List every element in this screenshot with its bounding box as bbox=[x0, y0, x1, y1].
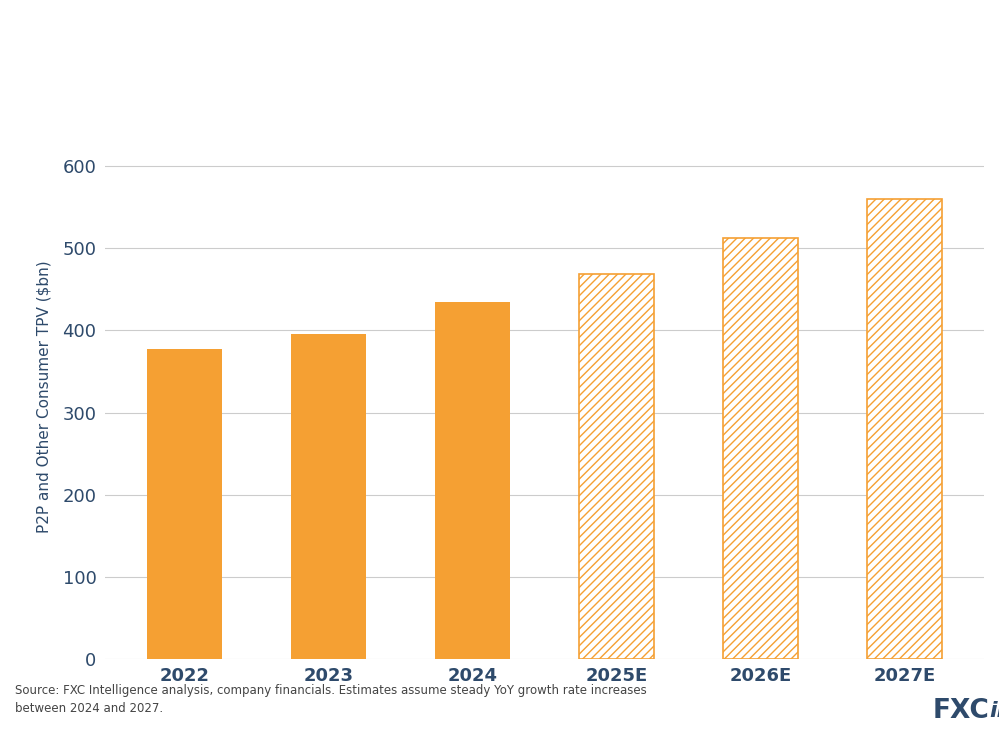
Text: FXC: FXC bbox=[932, 698, 989, 724]
Text: Source: FXC Intelligence analysis, company financials. Estimates assume steady Y: Source: FXC Intelligence analysis, compa… bbox=[15, 685, 646, 715]
Bar bbox=[291, 334, 366, 659]
Text: PayPal targets 10% YoY P2P payments TPV growth by 2027: PayPal targets 10% YoY P2P payments TPV … bbox=[15, 25, 988, 52]
Bar bbox=[435, 302, 509, 659]
Bar bbox=[723, 237, 798, 659]
Text: Yearly PayPal P2P & Other Consumer total payment volume: Yearly PayPal P2P & Other Consumer total… bbox=[15, 81, 551, 99]
Bar bbox=[867, 199, 942, 659]
Bar bbox=[147, 348, 222, 659]
Y-axis label: P2P and Other Consumer TPV ($bn): P2P and Other Consumer TPV ($bn) bbox=[36, 260, 52, 533]
Bar bbox=[579, 274, 654, 659]
Text: intelligence: intelligence bbox=[989, 701, 999, 721]
